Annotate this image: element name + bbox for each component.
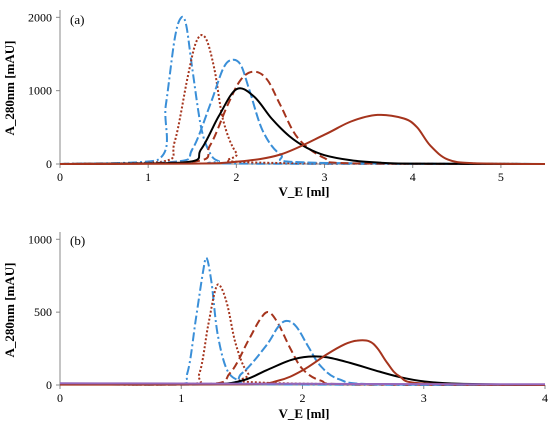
x-tick-label: 1: [178, 391, 184, 405]
y-tick-label: 2000: [28, 10, 52, 24]
panel-a-ylabel: A_280nm [mAU]: [2, 41, 17, 136]
x-tick-label: 3: [322, 170, 328, 184]
x-tick-label: 5: [498, 170, 504, 184]
series-line-b-1: [59, 256, 546, 386]
x-tick-label: 1: [145, 170, 151, 184]
chart-panel-a: (a) V_E [ml] A_280nm [mAU] 0 1 2 3 4 5 0 1000 20…: [2, 10, 546, 199]
x-tick-label: 2: [233, 170, 239, 184]
panel-b-label: (b): [70, 233, 85, 248]
series-line-a-5: [59, 87, 546, 165]
panel-a-label: (a): [70, 12, 84, 27]
y-tick-label: 1000: [28, 84, 52, 98]
series-line-b-7: [59, 382, 545, 386]
panel-b-ylabel: A_280nm [mAU]: [2, 263, 17, 358]
x-tick-label: 0: [57, 391, 63, 405]
series-line-b-5: [59, 355, 546, 386]
panel-a-plot: 0 1 2 3 4 5 0 1000 2000: [28, 10, 546, 184]
x-tick-label: 4: [542, 391, 548, 405]
panel-a-xlabel: V_E [ml]: [279, 184, 330, 199]
series-line-b-6: [59, 339, 546, 386]
x-tick-label: 0: [57, 170, 63, 184]
x-tick-label: 3: [421, 391, 427, 405]
series-line-a-3: [59, 58, 546, 165]
series-line-a-6: [59, 113, 546, 165]
y-tick-label: 1000: [28, 232, 52, 246]
series-line-b-2: [59, 283, 546, 386]
y-tick-label: 500: [34, 305, 52, 319]
series-line-a-4: [59, 70, 546, 165]
panel-b-xlabel: V_E [ml]: [279, 406, 330, 421]
series-line-b-3: [59, 311, 546, 386]
chart-panel-b: (b) V_E [ml] A_280nm [mAU] 0 1 2 3 4 0 500 1000: [2, 232, 548, 421]
x-tick-label: 2: [300, 391, 306, 405]
panel-b-plot: 0 1 2 3 4 0 500 1000: [28, 232, 548, 405]
y-tick-label: 0: [46, 157, 52, 171]
y-tick-label: 0: [46, 378, 52, 392]
x-tick-label: 4: [410, 170, 416, 184]
series-line-a-1: [59, 15, 546, 165]
series-line-b-4: [59, 319, 546, 386]
